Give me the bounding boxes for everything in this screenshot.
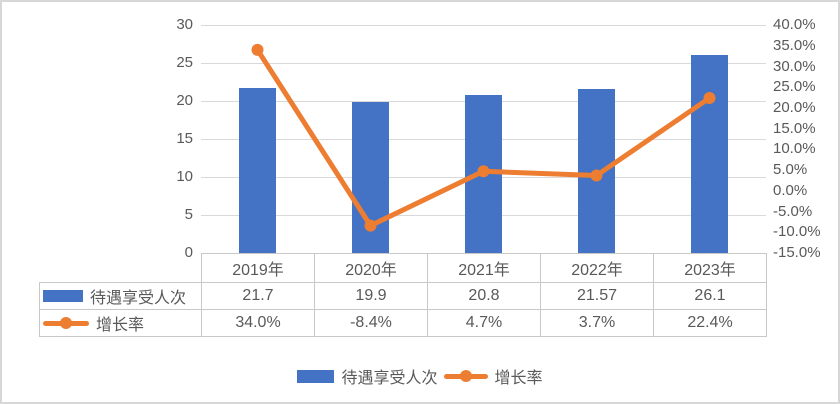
table-series-key: 增长率 <box>41 311 201 335</box>
table-category-header: 2023年 <box>653 253 767 283</box>
right-axis-tick-label: 30.0% <box>773 57 816 75</box>
bar-2021年 <box>465 94 502 253</box>
table-series-key: 待遇享受人次 <box>41 284 201 308</box>
left-axis-tick-label: 10 <box>176 168 193 185</box>
bar-2022年 <box>578 89 615 253</box>
left-axis-tick-label: 25 <box>176 54 193 71</box>
table-category-header: 2021年 <box>427 253 541 283</box>
table-value-cell: 21.57 <box>540 282 654 310</box>
right-axis-tick-label: -5.0% <box>773 202 813 220</box>
legend-label: 增长率 <box>494 370 543 387</box>
bar-2023年 <box>691 54 728 253</box>
legend-line-key-icon <box>443 370 488 382</box>
table-value-cell: 3.7% <box>540 309 654 337</box>
right-axis-tick-label: 5.0% <box>773 161 808 179</box>
legend-item: 待遇享受人次 <box>297 364 438 388</box>
chart-data-table: 2019年 2020年 2021年 2022年 2023年 待遇享受人次 21.7 19.9 2… <box>39 253 767 337</box>
table-value-cell: 20.8 <box>427 282 541 310</box>
left-axis-tick-label: 15 <box>176 130 193 147</box>
right-axis-tick-label: 15.0% <box>773 119 816 137</box>
right-axis-tick-label: 25.0% <box>773 78 816 96</box>
left-axis-tick-label: 30 <box>176 16 193 33</box>
legend-label: 待遇享受人次 <box>341 370 438 387</box>
bar-2019年 <box>239 88 276 253</box>
table-value-cell: 34.0% <box>201 309 315 337</box>
right-axis-tick-label: 10.0% <box>773 140 816 158</box>
table-series-name: 增长率 <box>96 317 145 334</box>
line-key-marker <box>459 370 472 382</box>
table-category-header: 2022年 <box>540 253 654 283</box>
left-axis-tick-label: 0 <box>184 244 193 261</box>
gridline <box>201 62 766 64</box>
right-axis-tick-label: 35.0% <box>773 36 816 54</box>
legend-bar-swatch-icon <box>297 369 335 383</box>
table-value-cell: 19.9 <box>314 282 428 310</box>
table-value-cell: 22.4% <box>653 309 767 337</box>
bar-2020年 <box>352 101 389 253</box>
table-category-header: 2020年 <box>314 253 428 283</box>
line-marker-2019年 <box>251 43 264 56</box>
table-corner-blank <box>40 254 202 283</box>
table-value-cell: 4.7% <box>427 309 541 337</box>
line-key-marker <box>60 317 72 329</box>
bar-series-swatch-icon <box>43 290 83 302</box>
left-axis-tick-label: 5 <box>184 206 193 223</box>
right-axis-tick-label: -15.0% <box>773 244 821 261</box>
table-category-header: 2019年 <box>201 253 315 283</box>
table-series-header: 增长率 <box>39 309 202 337</box>
right-axis-tick-label: 40.0% <box>773 16 816 33</box>
table-series-header: 待遇享受人次 <box>39 282 202 310</box>
table-series-name: 待遇享受人次 <box>90 290 187 307</box>
gridline <box>201 24 766 26</box>
right-axis-tick-label: -10.0% <box>773 223 821 241</box>
line-series-key-icon <box>43 317 89 329</box>
chart-legend: 待遇享受人次 增长率 <box>2 364 838 388</box>
right-axis-tick-label: 20.0% <box>773 98 816 116</box>
table-value-cell: -8.4% <box>314 309 428 337</box>
left-axis-tick-label: 20 <box>176 92 193 109</box>
right-axis-tick-label: 0.0% <box>773 181 808 199</box>
legend-item: 增长率 <box>443 364 543 388</box>
table-value-cell: 21.7 <box>201 282 315 310</box>
table-value-cell: 26.1 <box>653 282 767 310</box>
